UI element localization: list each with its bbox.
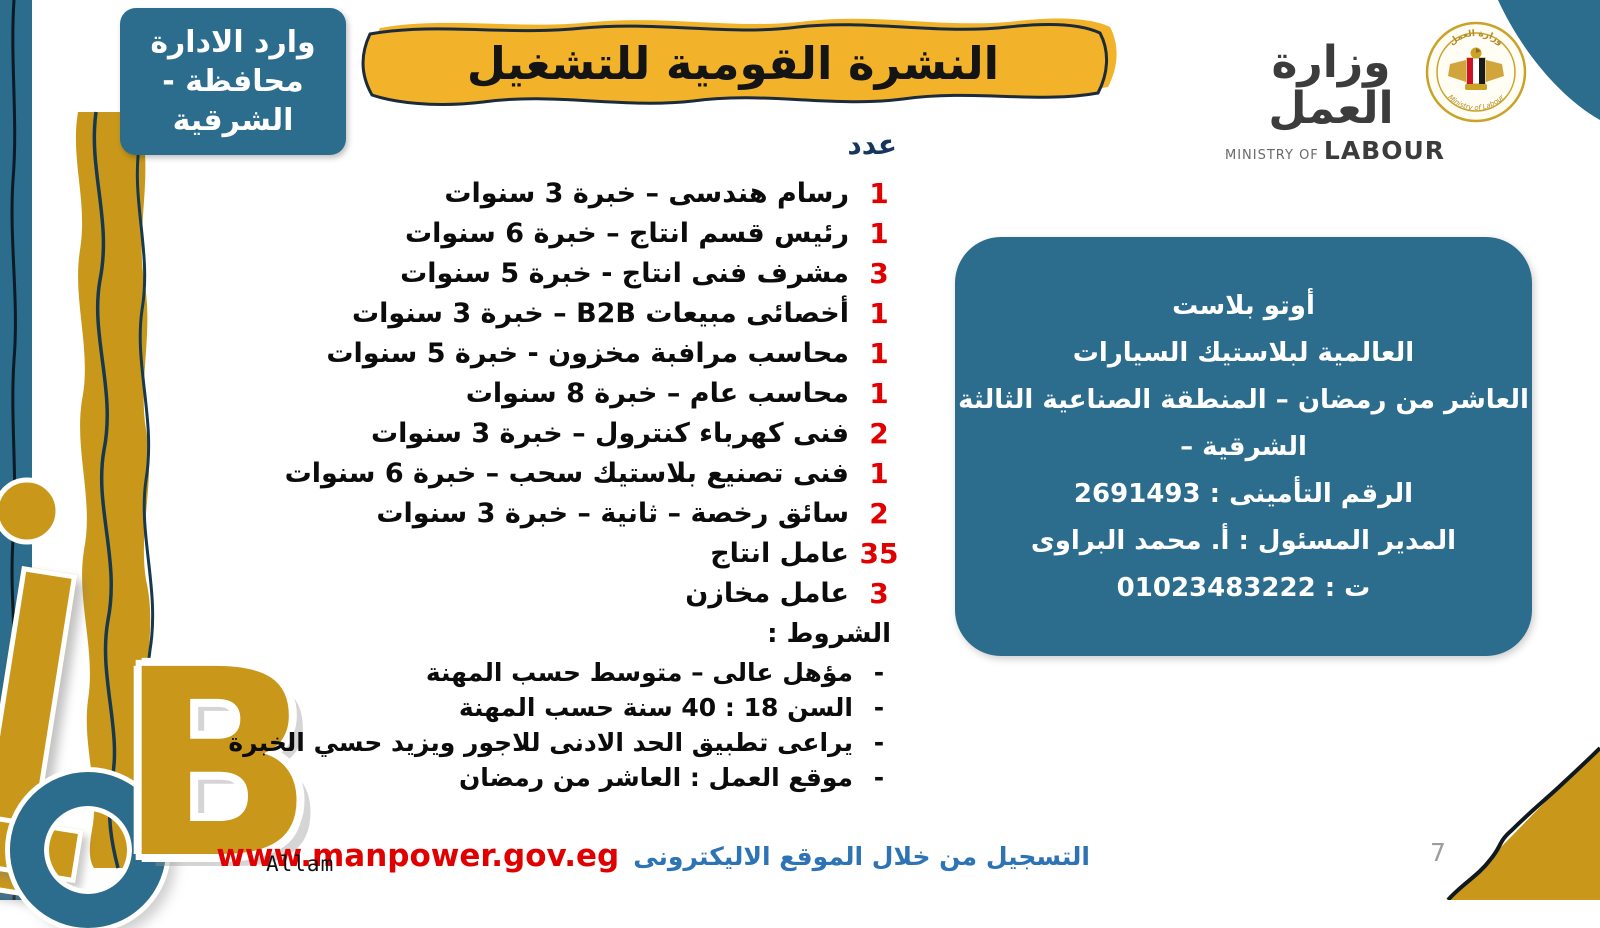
job-row: 1 أخصائى مبيعات B2B – خبرة 3 سنوات [228,293,905,333]
job-title: عامل انتاج [710,537,849,569]
dash-bullet: - [873,658,885,687]
job-count: 2 [869,496,889,530]
ministry-name-arabic: وزارة العمل [1268,37,1394,135]
job-count: 35 [859,536,899,570]
job-count: 1 [869,456,889,490]
footer: التسجيل من خلال الموقع الاليكترونى www.m… [216,838,1090,874]
job-title: رسام هندسى – خبرة 3 سنوات [444,177,849,209]
register-instruction-label: التسجيل من خلال الموقع الاليكترونى [633,841,1090,871]
phone-number: ت : 01023483222 [1116,572,1371,603]
eagle-icon [1448,47,1504,90]
job-count: 1 [869,296,889,330]
gold-circle-decoration [0,477,61,545]
company-address: العاشر من رمضان – المنطقة الصناعية الثال… [958,384,1529,415]
job-row: 1 فنى تصنيع بلاستيك سحب – خبرة 6 سنوات [228,453,905,493]
job-row: 1 محاسب مرافبة مخزون - خبرة 5 سنوات [228,333,905,373]
job-title: سائق رخصة – ثانية – خبرة 3 سنوات [376,497,849,529]
insurance-number: الرقم التأمينى : 2691493 [1073,478,1414,509]
job-count: 3 [869,576,889,610]
website-url-link[interactable]: www.manpower.gov.eg [216,838,620,874]
condition-row: - موقع العمل : العاشر من رمضان [228,760,905,795]
job-row: 2 سائق رخصة – ثانية – خبرة 3 سنوات [228,493,905,533]
badge-line: وارد الادارة [150,25,316,60]
job-title: محاسب عام – خبرة 8 سنوات [465,377,849,409]
condition-row: - السن 18 : 40 سنة حسب المهنة [228,690,905,725]
job-count: 1 [869,216,889,250]
condition-row: - يراعى تطبيق الحد الادنى للاجور ويزيد ح… [228,725,905,760]
job-title: مشرف فنى انتاج - خبرة 5 سنوات [400,257,849,289]
job-list: 1 رسام هندسى – خبرة 3 سنوات 1 رئيس قسم ا… [228,173,905,795]
job-row: 1 رئيس قسم انتاج – خبرة 6 سنوات [228,213,905,253]
author-watermark: Allam [266,852,335,876]
condition-text: موقع العمل : العاشر من رمضان [458,763,853,792]
condition-text: يراعى تطبيق الحد الادنى للاجور ويزيد حسي… [228,728,853,757]
source-badge: وارد الادارة - محافظة الشرقية [120,8,346,155]
badge-line: الشرقية [172,103,294,138]
title-banner: النشرة القومية للتشغيل [348,16,1118,111]
ministry-of-label: MINISTRY OF [1225,148,1319,164]
job-title: عامل مخازن [685,577,849,609]
job-row: 1 محاسب عام – خبرة 8 سنوات [228,373,905,413]
bottom-right-corner-decoration [1446,746,1600,900]
condition-text: السن 18 : 40 سنة حسب المهنة [458,693,853,722]
ministry-name-english: MINISTRY OF LABOUR [1225,136,1444,165]
banner-shape [361,18,1117,106]
condition-text: مؤهل عالى – متوسط حسب المهنة [425,658,853,687]
dash-bullet: - [873,728,885,757]
job-title: فنى تصنيع بلاستيك سحب – خبرة 6 سنوات [284,457,849,489]
company-name: أوتو بلاست [1172,290,1315,321]
company-description: العالمية لبلاستيك السيارات [1072,337,1415,368]
ministry-logo: وزارة العمل MINISTRY OF LABOUR [1225,37,1444,165]
job-row: 3 عامل مخازن [228,573,905,613]
count-column-header: عدد [847,128,897,161]
company-address-continued: – الشرقية [1180,431,1307,462]
job-title: أخصائى مبيعات B2B – خبرة 3 سنوات [352,297,849,329]
job-count: 3 [869,256,889,290]
job-count: 2 [869,416,889,450]
responsible-manager: المدير المسئول : أ. محمد البراوى [1030,525,1457,556]
job-row: 3 مشرف فنى انتاج - خبرة 5 سنوات [228,253,905,293]
job-row: 2 فنى كهرباء كنترول – خبرة 3 سنوات [228,413,905,453]
badge-line: - محافظة [162,64,304,99]
conditions-title: الشروط : [767,619,891,649]
company-info-card: أوتو بلاست العالمية لبلاستيك السيارات ال… [955,237,1532,656]
dash-bullet: - [873,693,885,722]
job-count: 1 [869,376,889,410]
ministry-seal-icon: وزارة العمل Ministry of Labour [1425,21,1527,123]
dash-bullet: - [873,763,885,792]
page-number: 7 [1430,838,1446,867]
job-title: محاسب مرافبة مخزون - خبرة 5 سنوات [326,337,849,369]
labour-label: LABOUR [1323,136,1446,166]
job-count: 1 [869,176,889,210]
page-title: النشرة القومية للتشغيل [466,37,1000,90]
job-title: فنى كهرباء كنترول – خبرة 3 سنوات [371,417,849,449]
job-count: 1 [869,336,889,370]
job-row: 35 عامل انتاج [228,533,905,573]
job-title: رئيس قسم انتاج – خبرة 6 سنوات [404,217,849,249]
job-row: 1 رسام هندسى – خبرة 3 سنوات [228,173,905,213]
condition-row: - مؤهل عالى – متوسط حسب المهنة [228,655,905,690]
